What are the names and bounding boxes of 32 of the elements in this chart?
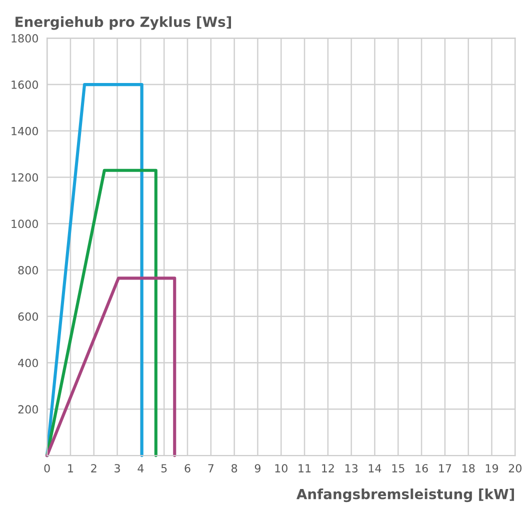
y-tick-label: 1200 <box>12 173 38 182</box>
x-tick-label: 11 <box>298 464 311 472</box>
x-tick-label: 10 <box>275 464 288 472</box>
x-tick-label: 18 <box>462 464 475 472</box>
x-tick-label: 13 <box>345 464 358 472</box>
y-tick-label: 600 <box>18 312 38 321</box>
y-tick-label: 1400 <box>12 126 38 136</box>
y-axis-title: Energiehub pro Zyklus [Ws] <box>16 16 231 30</box>
y-tick-label: 800 <box>18 266 38 274</box>
x-tick-label: 0 <box>44 464 50 472</box>
x-tick-label: 9 <box>254 464 260 472</box>
x-axis-title: Anfangsbremsleistung [kW] <box>296 488 514 502</box>
x-tick-label: 20 <box>508 464 522 472</box>
x-tick-label: 8 <box>232 464 238 472</box>
x-tick-label: 2 <box>91 464 96 472</box>
x-tick-label: 3 <box>114 464 120 472</box>
y-tick-label: 200 <box>18 405 38 414</box>
y-tick-label: 1000 <box>12 220 38 228</box>
x-tick-label: 14 <box>368 464 382 472</box>
y-tick-label: 1800 <box>12 34 38 43</box>
x-tick-label: 12 <box>322 464 334 472</box>
x-tick-label: 4 <box>138 464 144 472</box>
x-tick-label: 15 <box>392 464 404 472</box>
x-tick-label: 7 <box>208 464 214 472</box>
x-tick-label: 16 <box>416 464 428 472</box>
x-tick-label: 5 <box>161 464 167 472</box>
x-tick-label: 1 <box>68 464 73 472</box>
x-tick-label: 17 <box>439 464 452 472</box>
y-tick-label: 1600 <box>12 80 38 89</box>
x-tick-label: 19 <box>486 464 498 472</box>
x-tick-label: 6 <box>184 464 190 472</box>
y-tick-label: 400 <box>18 358 38 368</box>
